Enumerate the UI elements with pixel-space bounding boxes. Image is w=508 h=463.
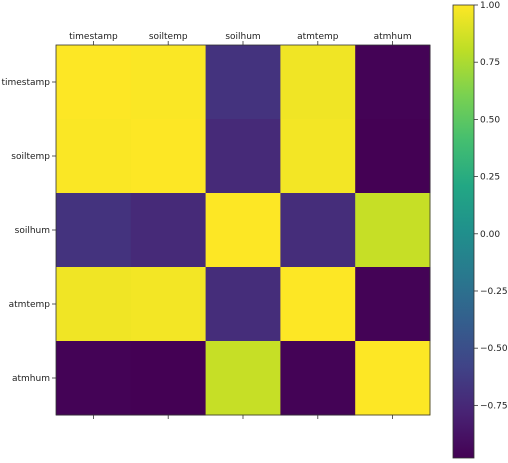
x-axis-ticks: timestamp soiltemp soilhum atmtemp atmhum: [69, 32, 412, 419]
heatmap-cell: [280, 193, 356, 268]
heatmap-cell: [56, 119, 132, 194]
colorbar-frame: [452, 4, 475, 459]
heatmap-cell: [355, 193, 431, 268]
heatmap-cell: [205, 45, 281, 120]
heatmap-cell: [355, 267, 431, 342]
colorbar-ticks: 1.00 0.75 0.50 0.25 0.00 −0.25 −0.50 −0.75: [474, 1, 508, 411]
colorbar-tick-label: 0.50: [480, 115, 500, 125]
heatmap-cell: [130, 267, 207, 342]
heatmap-cell: [130, 45, 207, 120]
x-tick-label: soiltemp: [149, 32, 188, 42]
heatmap-cell: [280, 267, 356, 342]
colorbar-tick-label: −0.50: [480, 344, 508, 354]
x-tick-label: soilhum: [225, 32, 260, 42]
colorbar-tick-label: 1.00: [480, 1, 500, 11]
y-tick-label: soilhum: [15, 226, 50, 236]
heatmap-cell: [355, 45, 431, 120]
y-tick-label: soiltemp: [11, 152, 50, 162]
heatmap-cell: [130, 341, 207, 416]
y-tick-label: timestamp: [1, 78, 50, 88]
heatmap-cell: [56, 193, 132, 268]
heatmap-cell: [355, 119, 431, 194]
x-tick-label: atmhum: [374, 32, 412, 42]
colorbar-tick-label: 0.25: [480, 173, 500, 183]
heatmap-cells: [56, 45, 431, 416]
heatmap-cell: [205, 193, 281, 268]
heatmap-cell: [205, 267, 281, 342]
heatmap-cell: [205, 341, 281, 416]
x-tick-label: timestamp: [69, 32, 118, 42]
heatmap-cell: [280, 45, 356, 120]
colorbar-tick-label: −0.25: [480, 287, 508, 297]
y-tick-label: atmhum: [12, 374, 50, 384]
heatmap-cell: [130, 119, 207, 194]
colorbar-tick-label: 0.00: [480, 230, 500, 240]
heatmap-cell: [280, 341, 356, 416]
heatmap-cell: [130, 193, 207, 268]
heatmap-cell: [355, 341, 431, 416]
heatmap-cell: [56, 267, 132, 342]
heatmap-cell: [56, 45, 132, 120]
y-axis-ticks: timestamp soiltemp soilhum atmtemp atmhum: [1, 78, 56, 384]
colorbar: [453, 5, 474, 458]
colorbar-tick-label: −0.75: [480, 401, 508, 411]
heatmap-cell: [205, 119, 281, 194]
x-tick-label: atmtemp: [297, 32, 339, 42]
heatmap-cell: [280, 119, 356, 194]
y-tick-label: atmtemp: [9, 300, 51, 310]
heatmap-cell: [56, 341, 132, 416]
colorbar-tick-label: 0.75: [480, 58, 500, 68]
